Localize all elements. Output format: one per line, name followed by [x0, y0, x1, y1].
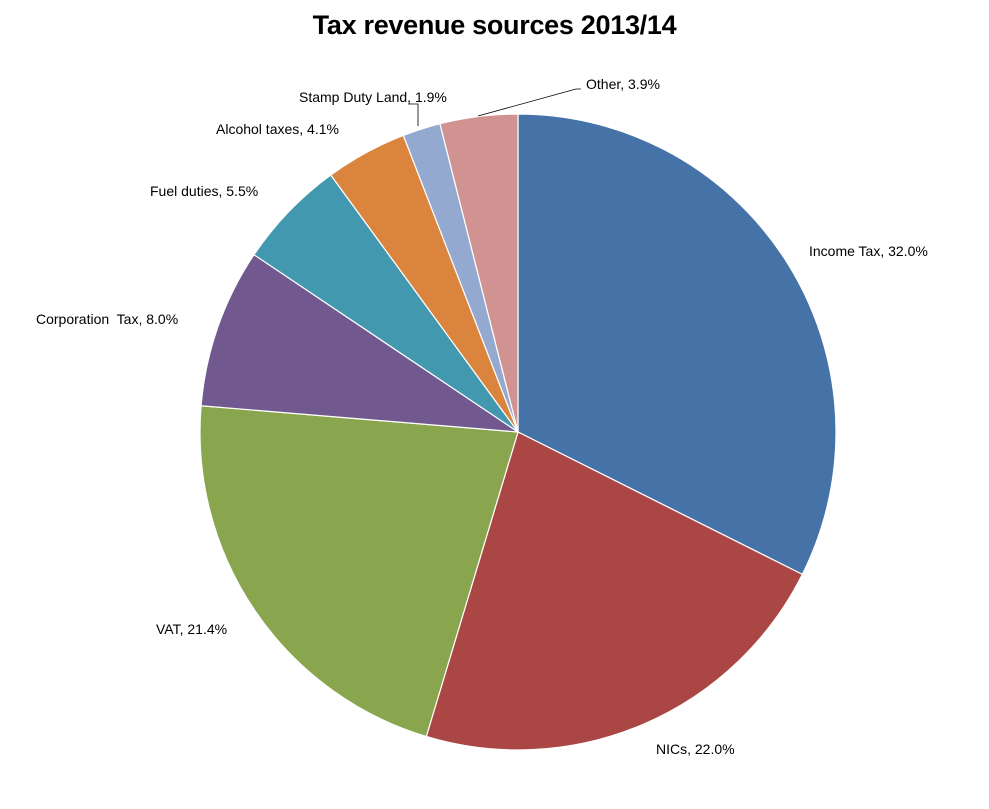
pie-slice-income-tax [517, 113, 837, 575]
data-label-income-tax: Income Tax, 32.0% [809, 243, 928, 259]
data-label-alcohol-taxes: Alcohol taxes, 4.1% [216, 121, 339, 137]
data-labels: Income Tax, 32.0% NICs, 22.0% VAT, 21.4% Co… [36, 76, 928, 757]
leader-line-stamp-duty-land [408, 103, 419, 126]
data-label-vat: VAT, 21.4% [156, 621, 227, 637]
leader-lines [408, 88, 581, 126]
chart-title: Tax revenue sources 2013/14 [312, 10, 677, 40]
data-label-fuel-duties: Fuel duties, 5.5% [150, 183, 258, 199]
data-label-stamp-duty-land: Stamp Duty Land, 1.9% [299, 89, 447, 105]
pie-slice-corporation-tax [200, 254, 519, 433]
slices-group [199, 113, 837, 751]
pie-slice-other [439, 113, 519, 433]
data-label-nics: NICs, 22.0% [656, 741, 735, 757]
data-label-corporation-tax: Corporation Tax, 8.0% [36, 311, 178, 327]
pie-slice-vat [199, 405, 519, 738]
pie-slice-nics [425, 431, 803, 751]
leader-line-other [477, 88, 581, 117]
data-label-other: Other, 3.9% [586, 76, 660, 92]
